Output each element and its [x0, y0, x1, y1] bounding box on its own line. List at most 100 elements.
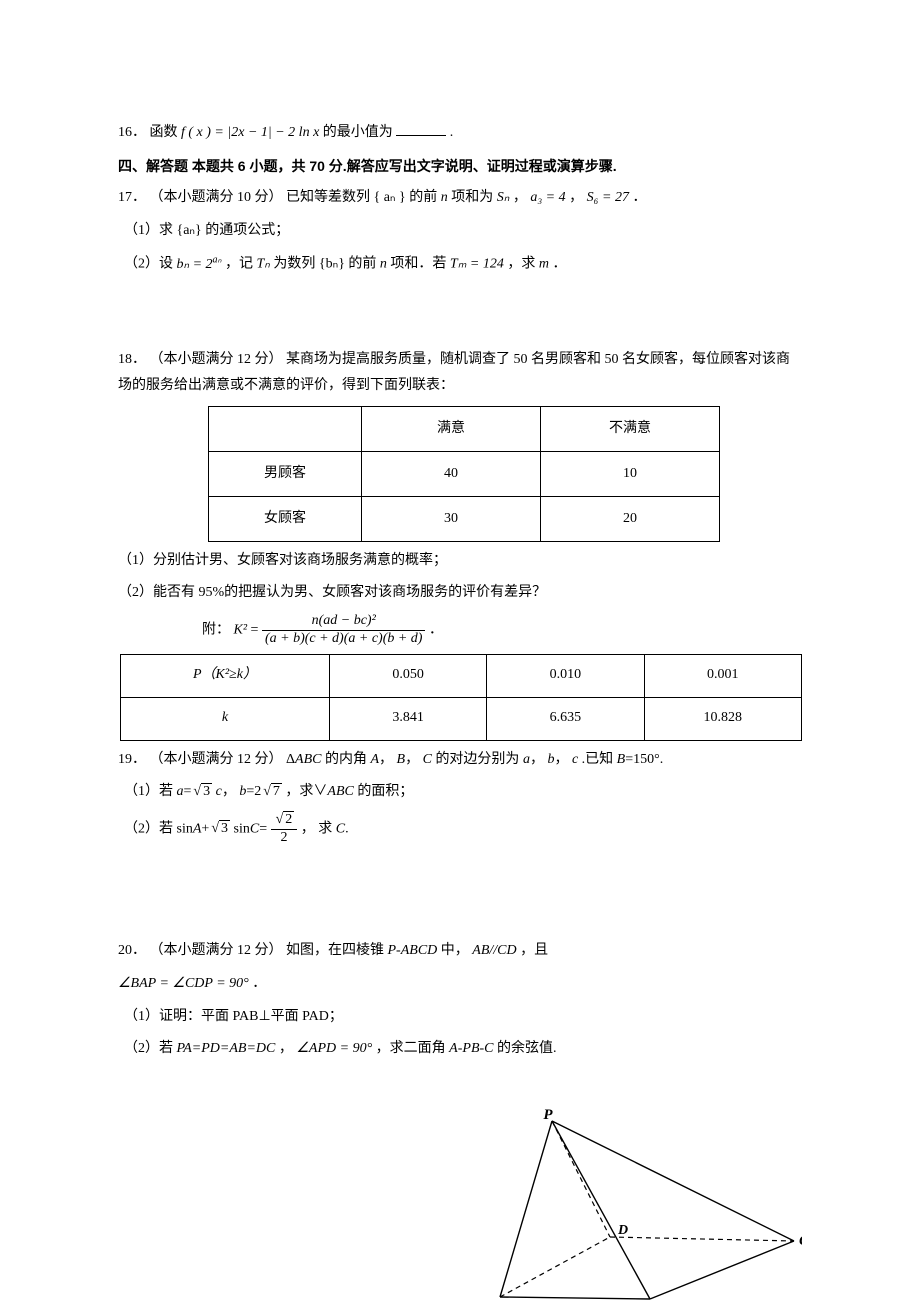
- q19-Beq: B: [617, 752, 626, 767]
- q18-table2: P（K²≥k） 0.050 0.010 0.001 k 3.841 6.635 …: [120, 654, 802, 741]
- q17-p2-a: （2）设: [124, 257, 173, 272]
- table-row: 女顾客 30 20: [209, 496, 720, 541]
- cell: 男顾客: [209, 451, 362, 496]
- q20-pabcd: P-ABCD: [388, 943, 438, 958]
- q19-c: c: [572, 752, 578, 767]
- q17-p2-f: ．: [553, 257, 567, 272]
- q19-p2-C: C: [250, 821, 259, 836]
- text: ，: [513, 190, 527, 205]
- q19-delta: Δ: [286, 752, 295, 767]
- q17-p2-cond: Tₘ = 124: [450, 257, 504, 272]
- k2-fraction: n(ad − bc)² (a + b)(c + d)(a + c)(b + d): [262, 613, 426, 648]
- q19-abc: ABC: [295, 752, 321, 767]
- sqrt7-icon: 7: [261, 779, 282, 806]
- dot: .: [345, 821, 349, 836]
- question-17: 17． （本小题满分 10 分） 已知等差数列 { aₙ } 的前 n 项和为 …: [118, 185, 802, 212]
- q20-points: （本小题满分 12 分）: [150, 943, 283, 958]
- q18-points: （本小题满分 12 分）: [150, 352, 283, 367]
- q17-part1: （1）求 {aₙ} 的通项公式；: [118, 218, 802, 245]
- q19-p2-C2: C: [336, 821, 345, 836]
- q17-label: 17．: [118, 190, 146, 205]
- q19-text-c: 的对边分别为: [435, 752, 519, 767]
- question-19: 19． （本小题满分 12 分） ΔABC 的内角 A， B， C 的对边分别为…: [118, 747, 802, 774]
- q17-points: （本小题满分 10 分）: [150, 190, 283, 205]
- question-20: 20． （本小题满分 12 分） 如图，在四棱锥 P-ABCD 中， AB//C…: [118, 938, 802, 965]
- q19-frac: 2 2: [271, 812, 298, 847]
- q18-label: 18．: [118, 352, 146, 367]
- q17-n: n: [441, 190, 448, 205]
- page: 16． 函数 f ( x ) = |2x − 1| − 2 ln x 的最小值为…: [0, 0, 920, 1309]
- q20-text-c: ，且: [520, 943, 548, 958]
- q19-B: B: [397, 752, 406, 767]
- cell: 3.841: [329, 697, 486, 740]
- dot: ．: [252, 976, 266, 991]
- cell: 满意: [362, 406, 541, 451]
- q19-label: 19．: [118, 752, 146, 767]
- q19-A: A: [370, 752, 379, 767]
- q20-p2-eq: PA=PD=AB=DC: [177, 1041, 276, 1056]
- q19-p2-a: （2）若 sin: [124, 821, 193, 836]
- table-row: 男顾客 40 10: [209, 451, 720, 496]
- text: 3: [219, 820, 230, 836]
- q17-p2-c: 为数列 {bₙ} 的前: [273, 257, 376, 272]
- k2-num: n(ad − bc)²: [262, 613, 426, 631]
- num: 2: [271, 812, 298, 830]
- q16-post: 的最小值为: [323, 125, 393, 140]
- q19-part2: （2）若 sinA+3 sinC= 2 2 ， 求 C.: [118, 812, 802, 847]
- q20-p2-c: ，求二面角: [376, 1041, 446, 1056]
- table-row: k 3.841 6.635 10.828: [121, 697, 802, 740]
- q17-Sn: Sₙ: [497, 190, 510, 205]
- q16-fn: f ( x ) = |2x − 1| − 2 ln x: [181, 125, 319, 140]
- q17-seq-an: { aₙ }: [374, 190, 406, 205]
- cell: P（K²≥k）: [121, 654, 330, 697]
- cell: 不满意: [541, 406, 720, 451]
- q19-text-e: =150°.: [625, 752, 663, 767]
- q17-p2-bn: bₙ = 2aₙ: [177, 257, 222, 272]
- dot: ．: [429, 623, 443, 638]
- q17-part2: （2）设 bₙ = 2aₙ ，记 Tₙ 为数列 {bₙ} 的前 n 项和．若 T…: [118, 250, 802, 278]
- q18-table1: 满意 不满意 男顾客 40 10 女顾客 30 20: [208, 406, 720, 542]
- q17-p2-n: n: [380, 257, 387, 272]
- q17-p2-Tn: Tₙ: [257, 257, 270, 272]
- question-18: 18． （本小题满分 12 分） 某商场为提高服务质量，随机调查了 50 名男顾…: [118, 347, 802, 400]
- q20-part2: （2）若 PA=PD=AB=DC ， ∠APD = 90° ，求二面角 A-PB…: [118, 1036, 802, 1063]
- q18-part1: （1）分别估计男、女顾客对该商场服务满意的概率；: [118, 548, 802, 575]
- cell: k: [121, 697, 330, 740]
- q19-C: C: [423, 752, 432, 767]
- cell: 10.828: [644, 697, 801, 740]
- cell: 30: [362, 496, 541, 541]
- q16-label: 16．: [118, 125, 146, 140]
- q17-p2-d: 项和．若: [390, 257, 446, 272]
- sqrt3b-icon: 3: [209, 816, 230, 843]
- q20-p2-a: （2）若: [124, 1041, 173, 1056]
- cell: 10: [541, 451, 720, 496]
- text: 3: [201, 783, 212, 799]
- text: 2: [283, 811, 294, 827]
- q16-end: .: [450, 125, 454, 140]
- plus: +: [201, 821, 209, 836]
- q20-text-b: 中，: [441, 943, 469, 958]
- q17-text-c: 项和为: [451, 190, 493, 205]
- q19-p2-b: ， 求: [301, 821, 333, 836]
- cell: 0.050: [329, 654, 486, 697]
- cell-blank: [209, 406, 362, 451]
- q16-blank: [396, 121, 446, 136]
- q19-text-d: .已知: [582, 752, 614, 767]
- q19-b: b: [547, 752, 554, 767]
- q19-p1-a: （1）若: [124, 784, 173, 799]
- svg-text:D: D: [617, 1223, 628, 1238]
- cell: 0.010: [487, 654, 644, 697]
- pyramid-diagram-icon: P D C: [482, 1109, 802, 1309]
- text: bₙ = 2: [177, 257, 213, 272]
- question-16: 16． 函数 f ( x ) = |2x − 1| − 2 ln x 的最小值为…: [118, 120, 802, 147]
- q19-p1-b: ，求∨: [285, 784, 327, 799]
- q19-p1-d: 的面积；: [357, 784, 413, 799]
- table-row: 满意 不满意: [209, 406, 720, 451]
- q17-text-a: 已知等差数列: [286, 190, 370, 205]
- svg-text:P: P: [543, 1109, 553, 1123]
- q19-p1-c: c: [216, 784, 222, 799]
- q17-cond1: a₃ = 4: [530, 190, 565, 205]
- q16-pre: 函数: [150, 125, 182, 140]
- q17-p2-e: ，求: [507, 257, 535, 272]
- text: aₙ: [213, 254, 222, 265]
